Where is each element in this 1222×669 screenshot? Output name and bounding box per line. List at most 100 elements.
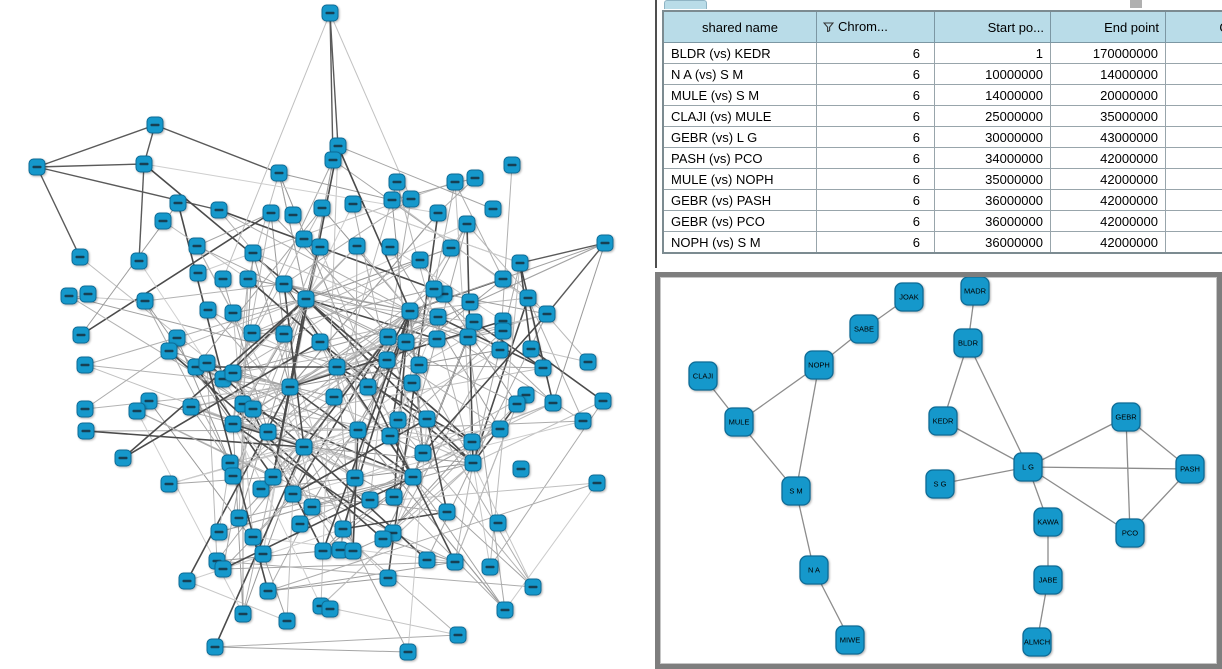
network-node-MIWE[interactable]: MIWE	[835, 625, 865, 655]
network-node[interactable]	[383, 191, 401, 209]
network-node[interactable]	[334, 520, 352, 538]
network-node[interactable]	[284, 485, 302, 503]
network-node[interactable]	[389, 411, 407, 429]
network-node[interactable]	[189, 264, 207, 282]
network-node[interactable]	[411, 251, 429, 269]
network-node[interactable]	[275, 275, 293, 293]
network-node[interactable]	[491, 341, 509, 359]
network-node[interactable]	[410, 356, 428, 374]
network-node[interactable]	[270, 164, 288, 182]
network-node[interactable]	[348, 237, 366, 255]
network-node[interactable]	[503, 156, 521, 174]
network-node[interactable]	[418, 410, 436, 428]
network-node[interactable]	[508, 395, 526, 413]
network-node[interactable]	[160, 342, 178, 360]
network-node[interactable]	[481, 558, 499, 576]
network-node[interactable]	[329, 137, 347, 155]
network-node[interactable]	[224, 467, 242, 485]
network-node-BLDR[interactable]: BLDR	[953, 328, 983, 358]
network-node[interactable]	[594, 392, 612, 410]
network-node-JABE[interactable]: JABE	[1033, 565, 1063, 595]
network-node[interactable]	[239, 270, 257, 288]
network-node[interactable]	[264, 468, 282, 486]
network-node[interactable]	[295, 438, 313, 456]
network-node[interactable]	[297, 290, 315, 308]
network-node[interactable]	[244, 400, 262, 418]
network-node-JOAK[interactable]: JOAK	[894, 282, 924, 312]
network-node[interactable]	[76, 356, 94, 374]
network-node[interactable]	[244, 244, 262, 262]
network-node[interactable]	[494, 270, 512, 288]
network-node[interactable]	[76, 400, 94, 418]
network-node[interactable]	[385, 488, 403, 506]
network-node[interactable]	[381, 427, 399, 445]
network-node[interactable]	[418, 551, 436, 569]
network-node[interactable]	[311, 238, 329, 256]
network-node[interactable]	[275, 325, 293, 343]
network-node-ALMCH[interactable]: ALMCH	[1022, 627, 1052, 657]
network-node[interactable]	[281, 378, 299, 396]
network-node-MULE[interactable]: MULE	[724, 407, 754, 437]
network-node-S M[interactable]: S M	[781, 476, 811, 506]
column-header-start_point[interactable]: Start po...	[934, 10, 1051, 43]
network-node[interactable]	[224, 364, 242, 382]
network-edge-S G-L G[interactable]	[939, 466, 1029, 485]
network-node[interactable]	[403, 374, 421, 392]
network-node[interactable]	[379, 569, 397, 587]
network-node[interactable]	[210, 523, 228, 541]
network-node[interactable]	[311, 333, 329, 351]
network-node[interactable]	[519, 289, 537, 307]
network-node[interactable]	[169, 194, 187, 212]
network-node[interactable]	[349, 421, 367, 439]
network-node[interactable]	[321, 600, 339, 618]
network-node[interactable]	[252, 480, 270, 498]
network-node-GEBR[interactable]: GEBR	[1111, 402, 1141, 432]
network-node-L G[interactable]: L G	[1013, 452, 1043, 482]
network-node[interactable]	[466, 169, 484, 187]
table-row[interactable]: N A (vs) S M610000000140000006.6	[662, 63, 1222, 85]
network-node[interactable]	[461, 293, 479, 311]
network-node[interactable]	[128, 402, 146, 420]
network-node[interactable]	[374, 530, 392, 548]
column-header-genetic[interactable]: Genetic...	[1165, 10, 1222, 43]
network-node[interactable]	[361, 491, 379, 509]
network-node[interactable]	[182, 398, 200, 416]
network-node[interactable]	[234, 605, 252, 623]
network-node[interactable]	[496, 601, 514, 619]
network-node[interactable]	[130, 252, 148, 270]
network-node[interactable]	[344, 195, 362, 213]
scrollbar-fragment[interactable]	[1130, 0, 1142, 8]
network-node[interactable]	[77, 422, 95, 440]
network-node-PASH[interactable]: PASH	[1175, 454, 1205, 484]
network-node[interactable]	[325, 388, 343, 406]
network-node[interactable]	[321, 4, 339, 22]
network-node[interactable]	[579, 353, 597, 371]
network-node[interactable]	[399, 643, 417, 661]
network-node[interactable]	[154, 212, 172, 230]
network-node[interactable]	[449, 626, 467, 644]
network-node[interactable]	[79, 285, 97, 303]
network-node[interactable]	[402, 190, 420, 208]
network-node[interactable]	[243, 324, 261, 342]
network-node[interactable]	[378, 351, 396, 369]
network-node[interactable]	[71, 248, 89, 266]
network-edge-BLDR-L G[interactable]	[967, 342, 1029, 468]
network-node[interactable]	[465, 313, 483, 331]
overview-network-canvas[interactable]	[0, 0, 655, 669]
network-node[interactable]	[60, 287, 78, 305]
network-node[interactable]	[214, 560, 232, 578]
network-node[interactable]	[206, 638, 224, 656]
network-node[interactable]	[278, 612, 296, 630]
table-row[interactable]: BLDR (vs) KEDR61170000000192.0	[662, 42, 1222, 64]
network-node[interactable]	[428, 330, 446, 348]
network-node-CLAJI[interactable]: CLAJI	[688, 361, 718, 391]
network-node[interactable]	[381, 238, 399, 256]
network-node[interactable]	[224, 415, 242, 433]
network-node[interactable]	[72, 326, 90, 344]
network-node[interactable]	[404, 468, 422, 486]
network-node[interactable]	[28, 158, 46, 176]
filter-icon[interactable]	[822, 20, 835, 35]
network-node[interactable]	[284, 206, 302, 224]
column-header-shared_name[interactable]: shared name	[662, 10, 817, 43]
